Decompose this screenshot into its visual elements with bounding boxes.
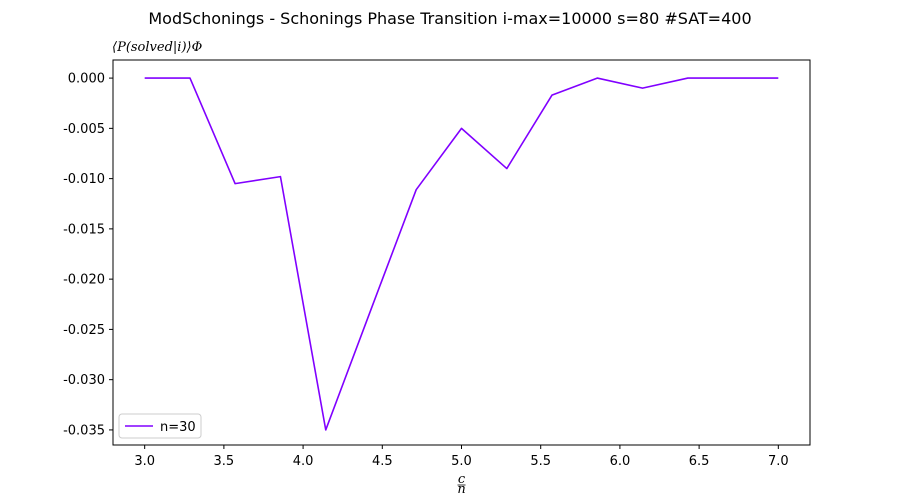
legend-box (118, 413, 202, 439)
y-tick-label: -0.015 (63, 222, 105, 237)
x-tick-label: 6.0 (610, 454, 631, 469)
legend: n=30 (118, 413, 202, 439)
y-tick-label: -0.010 (63, 172, 105, 187)
y-axis-label: ⟨P(solved|i)⟩Φ (112, 40, 203, 55)
x-tick-label: 7.0 (768, 454, 789, 469)
y-tick-label: -0.005 (63, 122, 105, 137)
y-tick-label: -0.025 (63, 323, 105, 338)
x-axis-ticks: 3.0 3.5 4.0 4.5 5.0 5.5 6.0 6.5 7.0 (134, 445, 789, 469)
plot-area-frame (112, 59, 811, 446)
x-tick-label: 6.5 (689, 454, 710, 469)
series-line-n30 (144, 77, 779, 431)
x-tick-label: 4.5 (372, 454, 393, 469)
series-layer (144, 77, 779, 431)
x-tick-label: 3.5 (214, 454, 235, 469)
x-tick-label: 5.0 (451, 454, 472, 469)
y-tick-label: -0.030 (63, 373, 105, 388)
x-axis-label-denominator: n (457, 482, 465, 497)
x-tick-label: 5.5 (530, 454, 551, 469)
y-tick-label: -0.020 (63, 273, 105, 288)
y-tick-label: -0.035 (63, 423, 105, 438)
x-axis-label-numerator: c (458, 472, 466, 487)
x-tick-label: 4.0 (293, 454, 314, 469)
x-axis-label: cn (457, 472, 466, 497)
x-tick-label: 3.0 (134, 454, 155, 469)
legend-label-n30: n=30 (160, 420, 196, 435)
y-axis-ticks: 0.000 -0.005 -0.010 -0.015 -0.020 -0.025 -0.03… (63, 72, 113, 438)
chart-title: ModSchonings - Schonings Phase Transitio… (148, 9, 751, 28)
y-tick-label: 0.000 (68, 72, 105, 87)
